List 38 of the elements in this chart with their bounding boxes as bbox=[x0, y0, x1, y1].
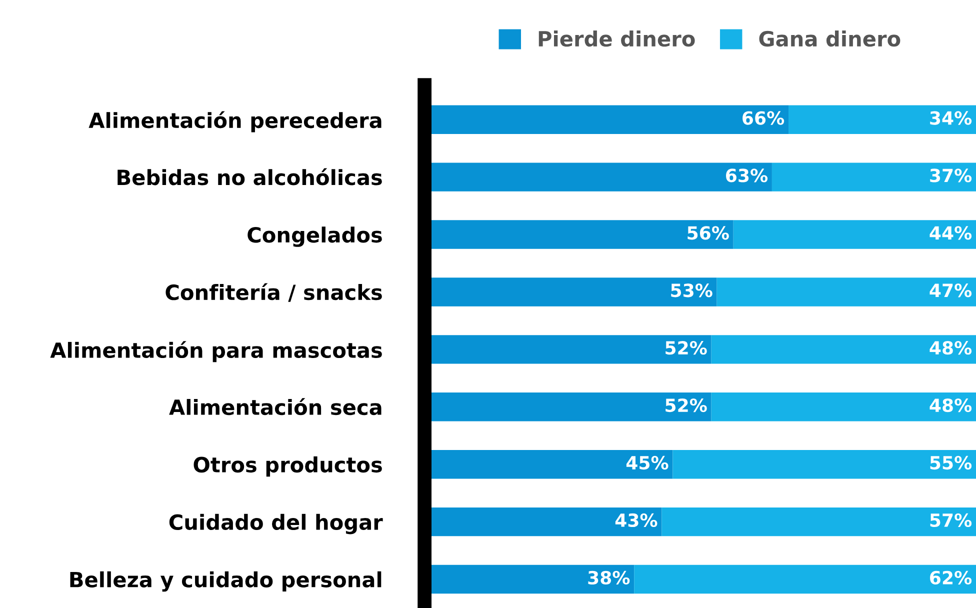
data-label: 34% bbox=[930, 111, 972, 125]
y-tick-label: Alimentación perecedera bbox=[88, 111, 382, 132]
bar bbox=[634, 564, 976, 594]
bar bbox=[662, 507, 976, 536]
data-label: 45% bbox=[626, 456, 668, 470]
data-label: 37% bbox=[930, 168, 972, 182]
data-label: 52% bbox=[666, 341, 707, 355]
bar bbox=[672, 450, 976, 479]
y-tick-label: Congelados bbox=[248, 226, 382, 247]
y-tick-label: Cuidado del hogar bbox=[169, 514, 383, 534]
bar bbox=[711, 335, 976, 364]
data-label: 38% bbox=[588, 570, 630, 585]
legend-label: Pierde dinero bbox=[538, 30, 695, 47]
data-label: 55% bbox=[930, 456, 972, 470]
data-label: 43% bbox=[615, 513, 658, 528]
bar bbox=[711, 392, 976, 422]
y-tick-label: Bebidas no alcohólicas bbox=[118, 168, 382, 186]
y-tick-label: Alimentación para mascotas bbox=[50, 341, 382, 362]
data-label: 48% bbox=[930, 398, 972, 412]
bar bbox=[788, 105, 976, 134]
y-tick-label: Otros productos bbox=[194, 456, 382, 477]
bar bbox=[716, 278, 976, 306]
y-tick-label: Confitería / snacks bbox=[166, 283, 382, 302]
data-label: 62% bbox=[930, 570, 972, 585]
data-label: 57% bbox=[930, 513, 972, 528]
data-label: 56% bbox=[688, 226, 729, 240]
data-label: 47% bbox=[930, 284, 972, 298]
y-tick-label: Alimentación seca bbox=[169, 398, 382, 416]
bar bbox=[733, 220, 976, 249]
data-label: 53% bbox=[671, 284, 712, 298]
data-label: 44% bbox=[930, 226, 972, 240]
data-label: 63% bbox=[726, 168, 768, 182]
bar bbox=[772, 162, 976, 192]
legend-label: Gana dinero bbox=[759, 30, 900, 47]
y-tick-label: Belleza y cuidado personal bbox=[70, 571, 382, 592]
data-label: 52% bbox=[666, 398, 707, 412]
data-label: 48% bbox=[930, 341, 972, 355]
data-label: 66% bbox=[742, 111, 784, 125]
